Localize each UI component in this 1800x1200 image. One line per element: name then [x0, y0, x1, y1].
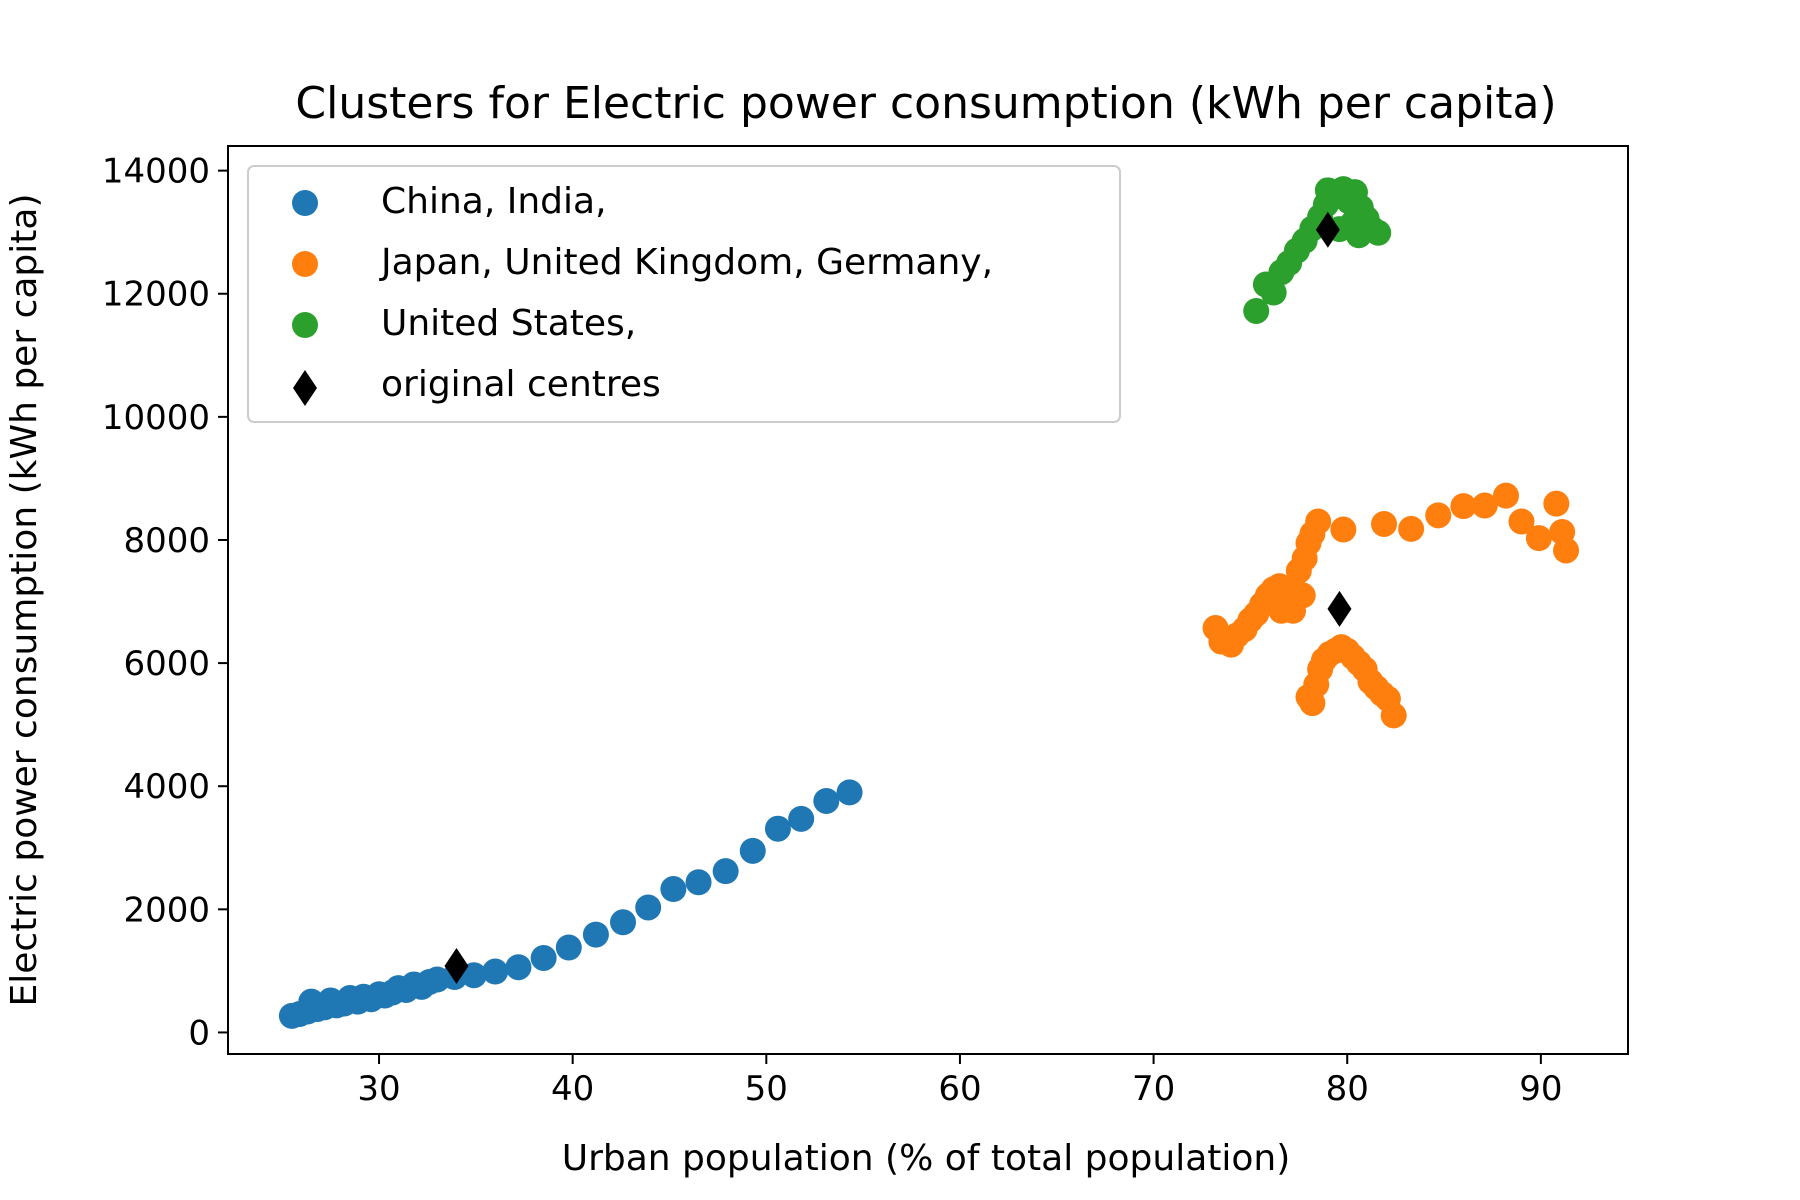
y-tick-label: 4000 [123, 767, 210, 807]
data-point [1243, 297, 1270, 324]
data-point [610, 909, 637, 936]
data-point [635, 894, 662, 921]
plot-area [278, 176, 1580, 1029]
data-point [1471, 492, 1498, 519]
legend-marker-japan-uk-germany [292, 251, 318, 277]
data-point [1365, 219, 1392, 246]
data-point [1371, 510, 1398, 537]
legend-marker-original-centres [293, 370, 317, 406]
data-point [685, 869, 712, 896]
data-point [764, 815, 791, 842]
centre-marker [444, 947, 469, 984]
chart-title: Clusters for Electric power consumption … [295, 78, 1556, 129]
data-point [1340, 209, 1367, 236]
data-point [1260, 279, 1287, 306]
centre-marker [1327, 590, 1352, 627]
data-point [1380, 702, 1407, 729]
series-china-india [278, 779, 863, 1029]
y-tick-label: 14000 [102, 152, 210, 192]
data-point [1553, 537, 1580, 564]
data-point [1493, 482, 1520, 509]
series-original-centres [444, 211, 1352, 984]
y-tick-label: 0 [188, 1013, 210, 1053]
data-point [1508, 508, 1535, 535]
data-point [505, 954, 532, 981]
legend-label-japan-uk-germany: Japan, United Kingdom, Germany, [379, 242, 993, 283]
data-point [530, 944, 557, 971]
legend-box [247, 165, 1121, 423]
data-point [788, 805, 815, 832]
data-point [660, 876, 687, 903]
data-point [1425, 502, 1452, 529]
data-point [1305, 508, 1332, 535]
x-tick-label: 90 [1519, 1069, 1562, 1109]
y-tick-label: 10000 [102, 398, 210, 438]
x-tick-label: 70 [1132, 1069, 1175, 1109]
data-point [460, 962, 487, 989]
data-point [1330, 516, 1357, 543]
x-tick-label: 50 [745, 1069, 788, 1109]
data-point [482, 958, 509, 985]
data-point [836, 779, 863, 806]
legend-marker-china-india [292, 190, 318, 216]
y-axis-label: Electric power consumption (kWh per capi… [4, 193, 45, 1006]
series-united-states [1243, 176, 1392, 324]
axes-frame [227, 145, 1629, 1055]
y-tick-label: 2000 [123, 890, 210, 930]
x-tick-label: 80 [1326, 1069, 1369, 1109]
legend-marker-united-states [292, 312, 318, 338]
y-tick-label: 12000 [102, 275, 210, 315]
data-point [1525, 525, 1552, 552]
legend: China, India, Japan, United Kingdom, Ger… [247, 165, 1121, 423]
y-tick-label: 6000 [123, 644, 210, 684]
data-point [582, 921, 609, 948]
y-axis: 0 2000 4000 6000 8000 10000 12000 14000 [102, 152, 228, 1053]
y-tick-label: 8000 [123, 521, 210, 561]
x-tick-label: 60 [938, 1069, 981, 1109]
legend-label-united-states: United States, [381, 303, 636, 344]
data-point [1450, 493, 1477, 520]
legend-label-original-centres: original centres [381, 364, 661, 405]
data-point [813, 787, 840, 814]
x-axis: 30 40 50 60 70 80 90 [357, 1054, 1562, 1109]
centre-marker [1315, 211, 1340, 248]
data-point [1398, 515, 1425, 542]
data-point [1280, 597, 1307, 624]
data-point [1543, 490, 1570, 517]
series-japan-united-kingdom-germany [1202, 482, 1580, 729]
data-point [712, 858, 739, 885]
data-point [739, 837, 766, 864]
data-point [555, 934, 582, 961]
x-tick-label: 30 [357, 1069, 400, 1109]
legend-label-china-india: China, India, [381, 181, 607, 222]
x-axis-label: Urban population (% of total population) [562, 1138, 1291, 1179]
x-tick-label: 40 [551, 1069, 594, 1109]
